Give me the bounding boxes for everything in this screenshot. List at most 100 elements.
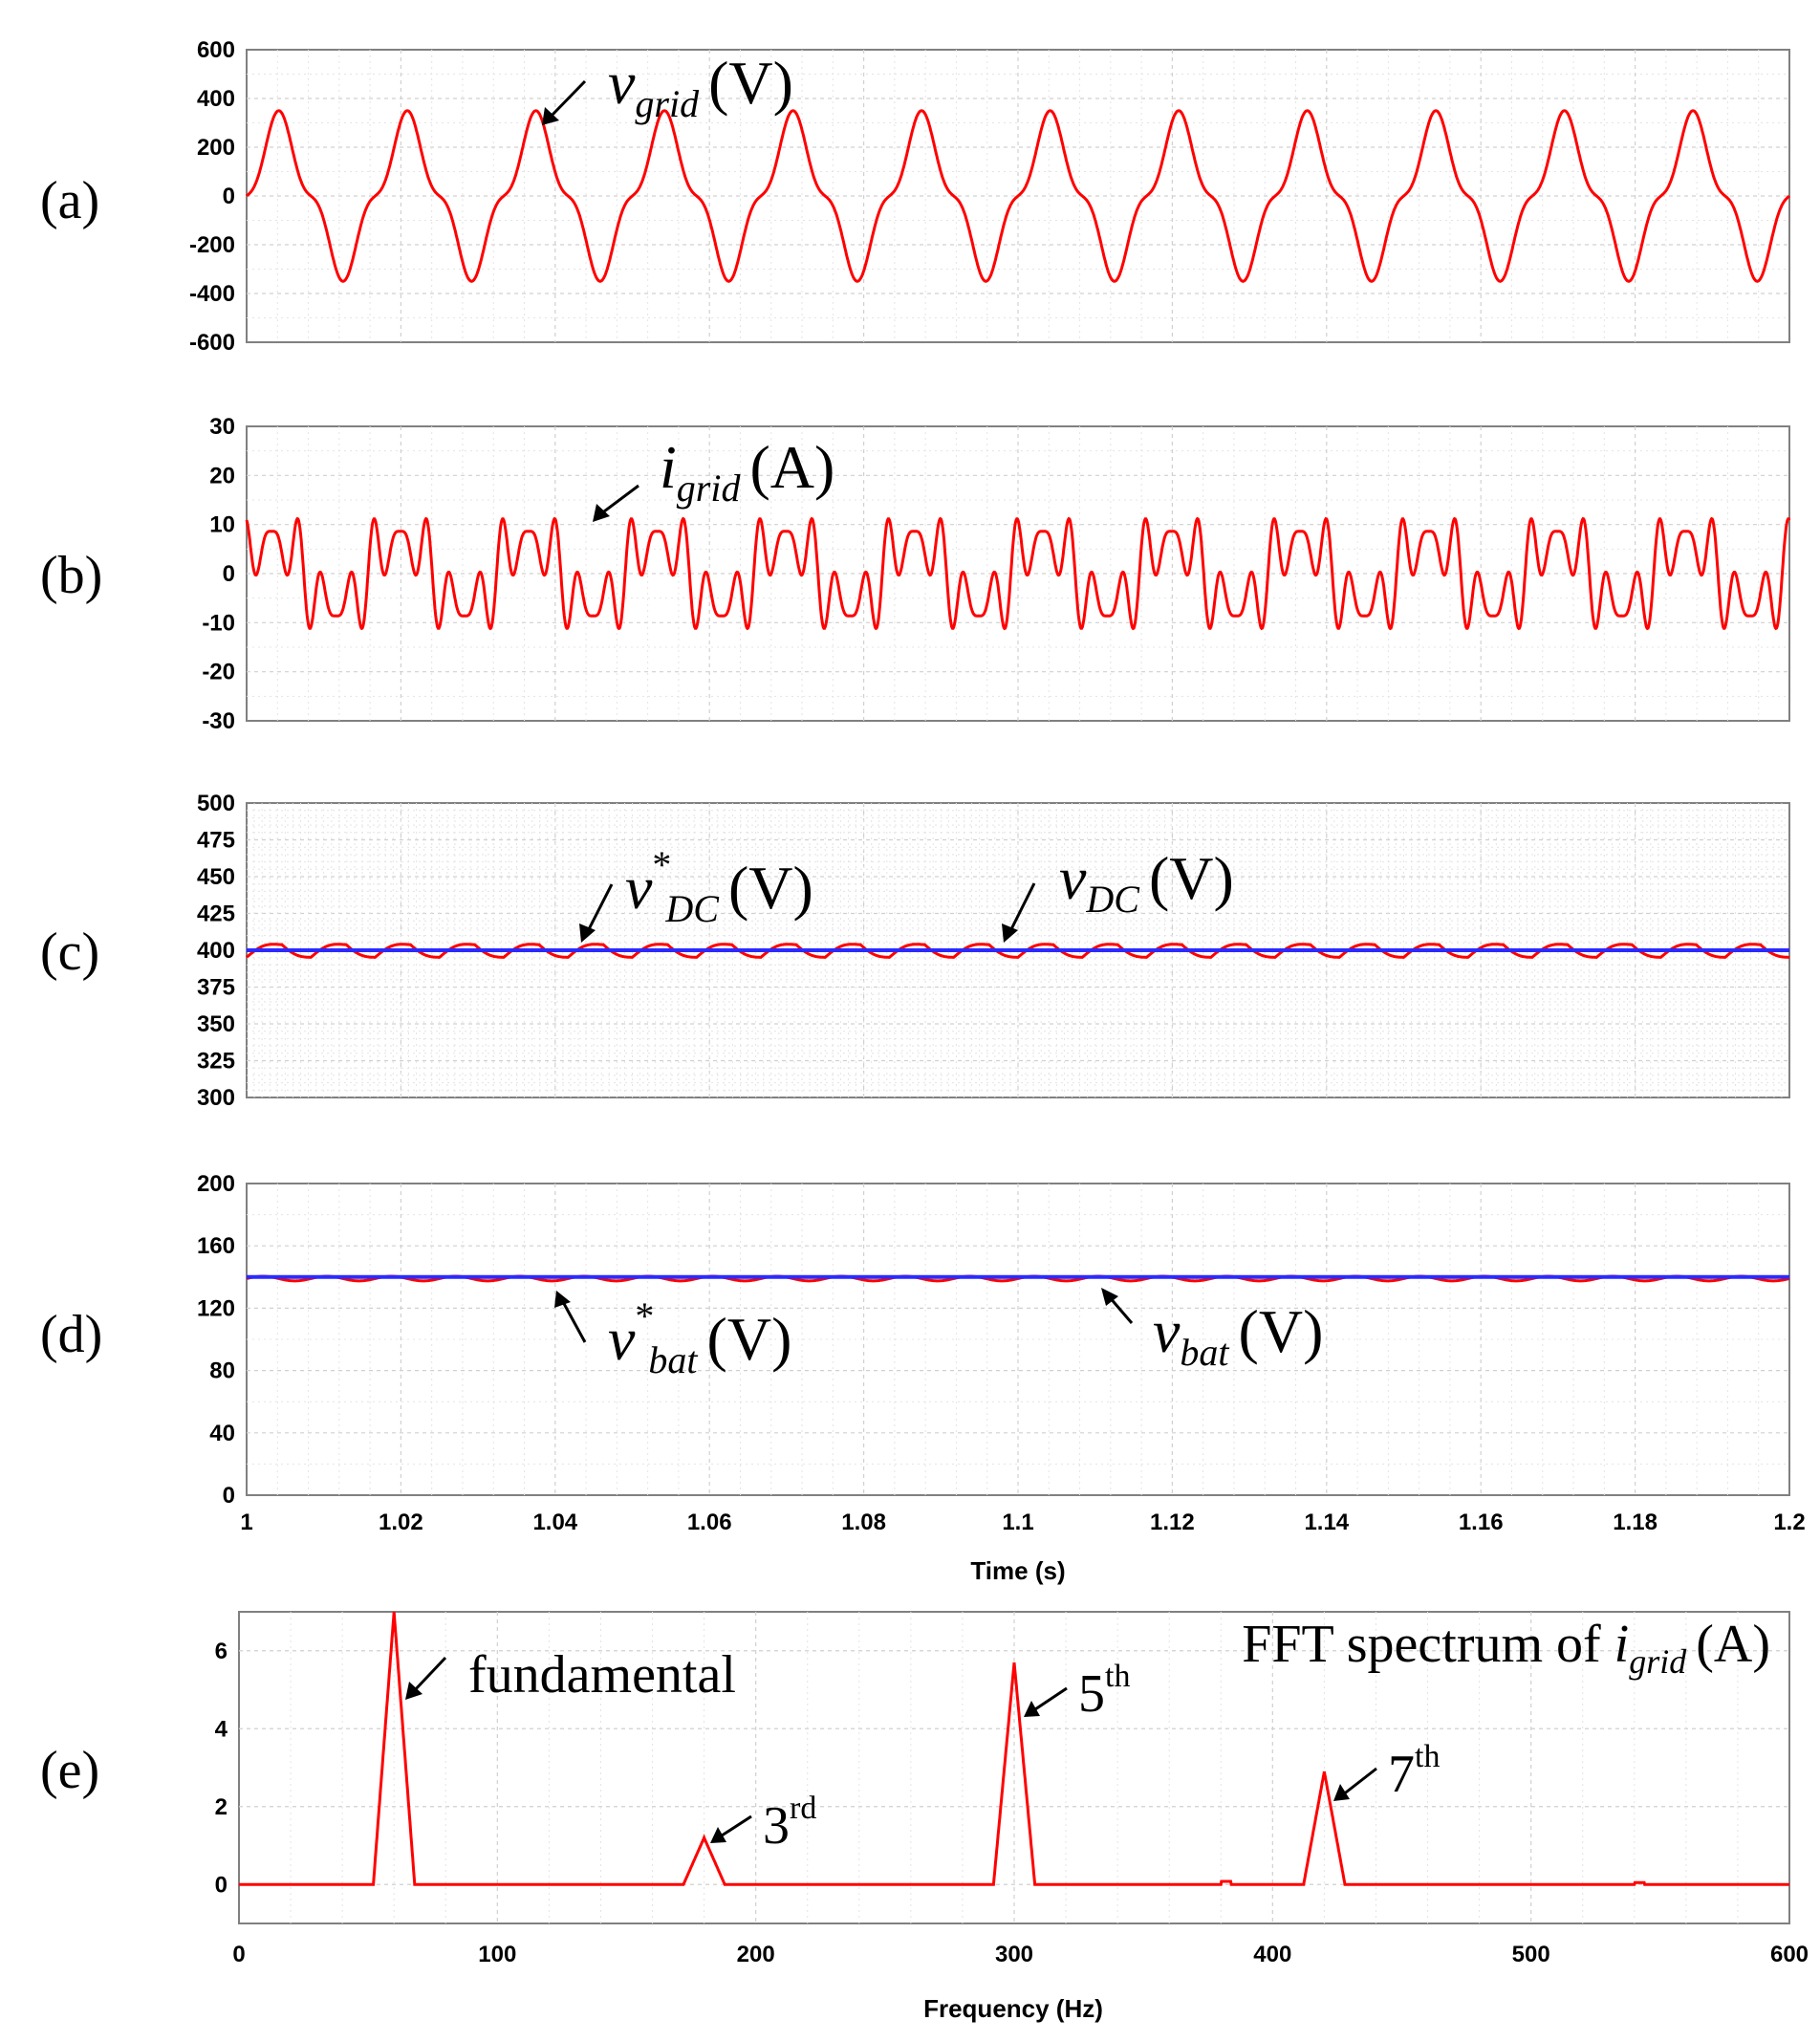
annotation-vbat-base: v (1153, 1297, 1181, 1365)
y-tick-label: 0 (215, 1872, 228, 1898)
panel-label-d: (d) (40, 1305, 102, 1364)
x-tick-label: 1.14 (1304, 1510, 1349, 1535)
x-tick-label: 1.04 (532, 1510, 577, 1535)
annotation-vbat: vbat (V) (1101, 1288, 1323, 1374)
annotation-vbat-ref: v* bat (V) (554, 1291, 791, 1381)
y-tick-label: 325 (197, 1049, 235, 1075)
y-tick-label: -20 (202, 660, 235, 685)
y-tick-label: 20 (209, 463, 235, 489)
x-tick-label: 1 (240, 1510, 252, 1535)
annotation-vdc-ref-base: v (625, 854, 653, 922)
fft-title-sub: grid (1629, 1642, 1687, 1681)
annotation-vdc-ref-sub: DC (664, 887, 720, 930)
annotation-igrid-unit: (A) (749, 433, 834, 501)
y-tick-label: 80 (209, 1358, 235, 1384)
x-tick-label: 1.1 (1002, 1510, 1033, 1535)
fft-title: FFT spectrum of igrid (A) (1242, 1615, 1770, 1681)
x-tick-label: 0 (232, 1942, 245, 1967)
panel-label-e: (e) (40, 1741, 99, 1800)
series-vdc (246, 943, 1789, 959)
annotation-vdc: vDC (V) (1002, 844, 1234, 943)
annotation-3rd-num: 3 (763, 1796, 790, 1856)
y-tick-label: 400 (197, 86, 235, 112)
y-tick-label: -10 (202, 610, 235, 636)
annotation-vbat-unit: (V) (1239, 1297, 1324, 1365)
annotation-3rd-sup: rd (790, 1791, 816, 1826)
annotation-7th-num: 7 (1388, 1745, 1415, 1804)
y-tick-label: 0 (223, 561, 235, 587)
annotation-7th: 7th (1333, 1739, 1440, 1804)
x-tick-label: 200 (737, 1942, 775, 1967)
annotation-5th-num: 5 (1078, 1664, 1105, 1724)
fft-title-base: i (1614, 1615, 1630, 1674)
y-tick-label: 160 (197, 1233, 235, 1259)
x-tick-label: 300 (995, 1942, 1033, 1967)
y-tick-label: 200 (197, 135, 235, 161)
panel-label-c: (c) (40, 923, 99, 982)
svg-text:v*DC(V): v* DC (V) (625, 843, 813, 930)
svg-text:5th: 5th (1078, 1659, 1130, 1724)
y-tick-label: 350 (197, 1011, 235, 1037)
series-fft (239, 1611, 1789, 1886)
x-tick-label: 100 (478, 1942, 516, 1967)
y-tick-label: 0 (223, 1483, 235, 1509)
x-tick-label: 500 (1512, 1942, 1550, 1967)
y-tick-label: 400 (197, 938, 235, 964)
annotation-5th: 5th (1024, 1659, 1130, 1724)
x-tick-label: 1.2 (1773, 1510, 1805, 1535)
chart-panel-b: 30 20 10 0 -10 -20 -30 (202, 414, 1791, 734)
annotation-vdc-base: v (1059, 844, 1087, 912)
series-igrid (245, 516, 1791, 631)
annotation-vbat-ref-sub: bat (648, 1338, 698, 1381)
annotation-vbat-sub: bat (1180, 1331, 1229, 1374)
annotation-vdc-sub: DC (1085, 878, 1140, 921)
y-tick-label: 4 (215, 1716, 228, 1742)
x-tick-label: 1.08 (841, 1510, 886, 1535)
y-tick-label: 300 (197, 1085, 235, 1111)
x-tick-label: 1.06 (687, 1510, 732, 1535)
y-tick-label: 6 (215, 1639, 228, 1664)
series-vgrid (246, 109, 1790, 283)
annotation-7th-sup: th (1415, 1739, 1440, 1774)
svg-text:3rd: 3rd (763, 1791, 816, 1856)
y-tick-label: 475 (197, 828, 235, 854)
y-tick-label: 30 (209, 414, 235, 440)
x-tick-label: 400 (1253, 1942, 1291, 1967)
annotation-5th-sup: th (1105, 1659, 1130, 1694)
y-tick-label: 425 (197, 902, 235, 927)
y-tick-label: -30 (202, 708, 235, 734)
annotation-vgrid-sub: grid (635, 82, 700, 125)
annotation-fundamental-text: fundamental (468, 1645, 736, 1705)
chart-panel-c: 500 475 450 425 400 375 350 325 300 (197, 791, 1790, 1111)
annotation-vdc-ref: v* DC (V) (579, 843, 813, 943)
svg-text:vbat(V): vbat (V) (1153, 1297, 1323, 1374)
annotation-vgrid-unit: (V) (708, 49, 793, 117)
y-tick-label: 450 (197, 864, 235, 890)
annotation-vgrid: vgrid (V) (542, 49, 793, 125)
y-tick-label: 2 (215, 1794, 228, 1820)
x-tick-label: 1.12 (1150, 1510, 1195, 1535)
panel-label-b: (b) (40, 546, 102, 605)
svg-text:7th: 7th (1388, 1739, 1440, 1804)
panel-label-a: (a) (40, 171, 99, 230)
frequency-axis-label: Frequency (Hz) (923, 1994, 1103, 2023)
y-tick-label: 120 (197, 1295, 235, 1321)
svg-text:vDC(V): vDC (V) (1059, 844, 1234, 921)
annotation-igrid: igrid (A) (593, 433, 834, 522)
y-tick-label: 10 (209, 512, 235, 538)
annotation-vdc-ref-sup: * (652, 843, 671, 886)
y-tick-label: 0 (223, 184, 235, 209)
y-tick-label: 600 (197, 37, 235, 63)
chart-panel-d: 200 160 120 80 40 01 1.02 1.04 1.06 1.08 1.1 1.12 1.… (197, 1171, 1806, 1535)
svg-text:igrid(A): igrid (A) (660, 433, 834, 510)
y-tick-label: -200 (189, 232, 235, 258)
x-tick-label: 1.16 (1459, 1510, 1504, 1535)
annotation-vbat-ref-sup: * (635, 1294, 654, 1337)
y-tick-label: -600 (189, 330, 235, 356)
x-tick-label: 1.18 (1613, 1510, 1658, 1535)
annotation-vdc-unit: (V) (1149, 844, 1234, 912)
y-tick-label: 200 (197, 1171, 235, 1197)
annotation-vdc-ref-unit: (V) (728, 854, 813, 922)
x-tick-label: 600 (1770, 1942, 1809, 1967)
